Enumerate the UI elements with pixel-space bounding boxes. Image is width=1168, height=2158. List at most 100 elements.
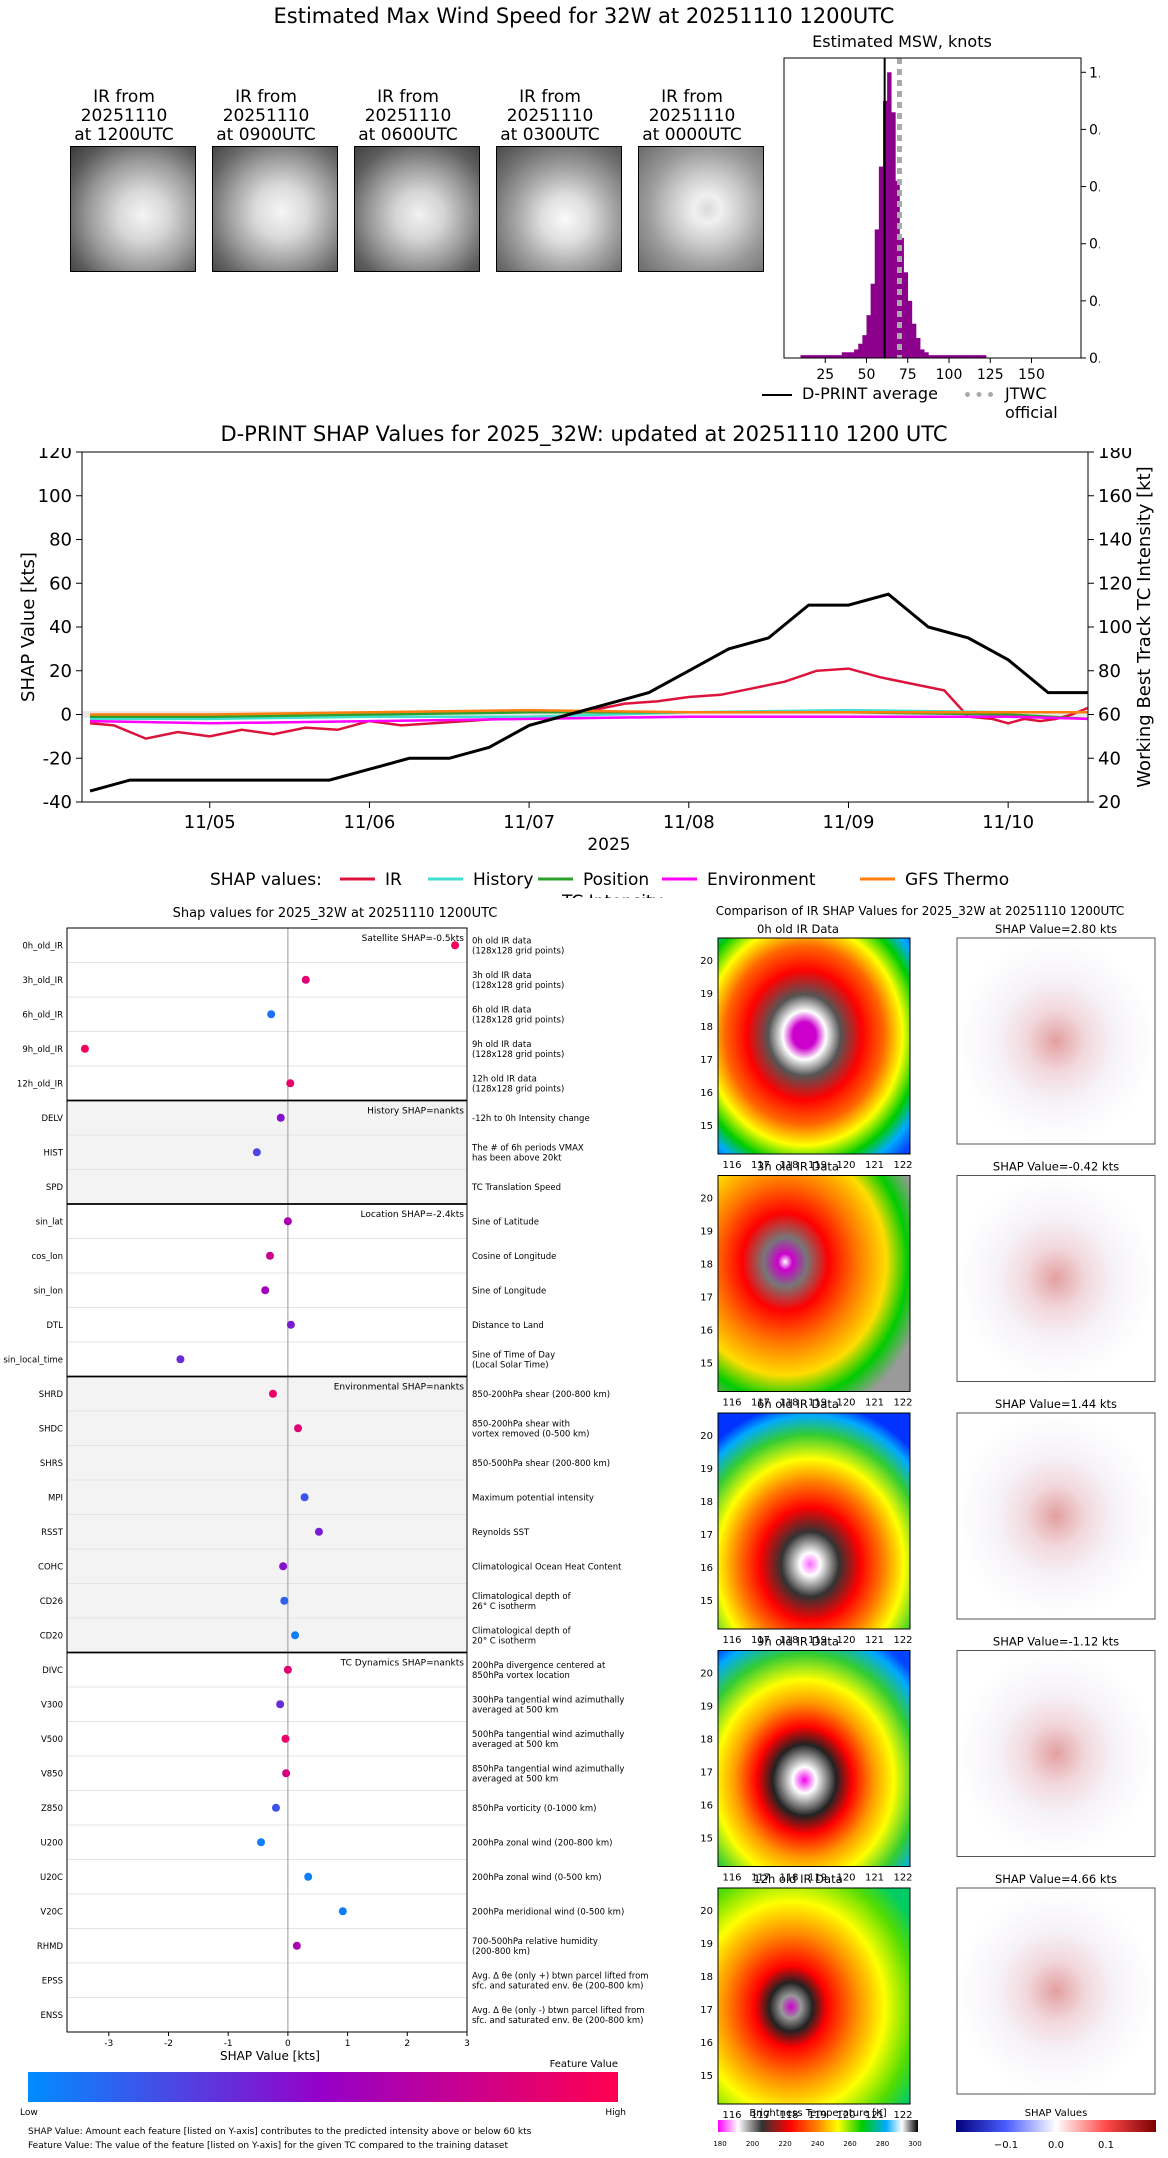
y-tick-label: 40 [49, 617, 72, 638]
legend-label: GFS Thermo [905, 870, 1009, 890]
feature-value-low: Low [20, 2108, 38, 2118]
lon-tick-label: 121 [865, 1635, 884, 1646]
x-tick-label: 11/08 [663, 812, 715, 833]
group-shade [67, 1100, 467, 1204]
y-tick-label: 0.0 [1089, 351, 1100, 367]
x-tick-label: 11/09 [823, 812, 875, 833]
feature-description: vortex removed (0-500 km) [472, 1429, 589, 1439]
shap-point-sin_lon [261, 1286, 270, 1295]
group-label: History SHAP=nankts [367, 1107, 464, 1117]
scatter-title: Shap values for 2025_32W at 20251110 120… [172, 906, 498, 921]
feature-description: TC Translation Speed [471, 1183, 561, 1193]
ir-panel-title: 9h old IR Data [757, 1635, 839, 1649]
histogram-bar [817, 355, 822, 358]
y2-tick-label: 60 [1098, 705, 1121, 726]
bt-tick-label: 200 [746, 2140, 759, 2148]
histogram-bar [858, 343, 863, 358]
bt-tick-label: 260 [843, 2140, 856, 2148]
histogram-bar [833, 355, 838, 358]
histogram-bar [977, 355, 983, 358]
lat-tick-label: 17 [700, 2005, 713, 2016]
feature-description: (128x128 grid points) [472, 1050, 564, 1060]
y-tick-label: 0.8 [1089, 122, 1100, 138]
histogram-legend: D-PRINT average JTWC official [760, 384, 1100, 422]
histogram-bar [821, 355, 826, 358]
jtwc-legend-label: JTWC official [1005, 384, 1058, 422]
feature-name: V500 [41, 1735, 63, 1745]
lat-tick-label: 19 [700, 989, 713, 1000]
shap-scatter: 0h_old_IR 0h old IR data(128x128 grid poi… [3, 927, 649, 2151]
histogram-bar [916, 338, 921, 358]
feature-name: U20C [40, 1873, 63, 1883]
x-tick-label: 11/05 [184, 812, 236, 833]
x-tick-label: 75 [899, 367, 917, 383]
lon-tick-label: 116 [722, 1160, 741, 1171]
feature-name: RHMD [37, 1942, 64, 1952]
feature-value-colorbar [28, 2072, 618, 2102]
lon-tick-label: 116 [722, 1398, 741, 1409]
feature-name: V300 [41, 1700, 63, 1710]
y-tick-label: 0 [61, 705, 72, 726]
histogram-bar [949, 355, 954, 358]
shap-point-hist [252, 1148, 261, 1157]
lat-tick-label: 15 [700, 1596, 713, 1607]
shap-panel-title: SHAP Value=-0.42 kts [993, 1160, 1119, 1174]
note-shap-value: SHAP Value: Amount each feature [listed … [28, 2127, 532, 2137]
x-axis-label: SHAP Value [kts] [220, 2049, 320, 2063]
histogram-bar [878, 166, 884, 358]
shap-point-divc [283, 1665, 292, 1674]
shap-point-6h_old_ir [267, 1010, 276, 1019]
ir-thumbnail-image [212, 146, 338, 272]
thumbnail-caption: IR from 20251110 at 1200UTC [54, 88, 194, 145]
y-tick-label: 100 [38, 486, 72, 507]
feature-description: (200-800 km) [472, 1947, 530, 1957]
feature-name: SPD [46, 1183, 64, 1193]
feature-name: V20C [40, 1907, 63, 1917]
ir-thumbnail-fill [71, 147, 195, 271]
histogram-bar [862, 335, 867, 358]
feature-name: V850 [41, 1769, 63, 1779]
feature-name: sin_lat [36, 1217, 64, 1227]
x-axis-label: 2025 [587, 835, 630, 855]
shap-point-9h_old_ir [80, 1044, 89, 1053]
feature-name: cos_lon [31, 1252, 63, 1262]
series-line-ir [89, 667, 1089, 740]
y-tick-label: 20 [49, 661, 72, 682]
lon-tick-label: 117 [751, 1873, 770, 1884]
feature-name: DIVC [42, 1666, 63, 1676]
feature-description: 0h old IR data [472, 936, 531, 946]
thumbnail-caption-line: IR from [93, 87, 155, 107]
feature-description: Maximum potential intensity [472, 1493, 594, 1503]
thumbnail-caption-line: IR from [377, 87, 439, 107]
feature-name: SHDC [39, 1424, 63, 1434]
feature-name: 6h_old_IR [22, 1010, 63, 1020]
feature-description: 850-200hPa shear with [472, 1419, 570, 1429]
lat-tick-label: 15 [700, 2071, 713, 2082]
lon-tick-label: 116 [722, 1635, 741, 1646]
bt-tick-label: 280 [876, 2140, 889, 2148]
feature-description: 850hPa vortex location [472, 1671, 570, 1681]
histogram-bar [965, 355, 970, 358]
feature-description: 3h old IR data [472, 971, 531, 981]
shap-point-u20c [304, 1872, 313, 1881]
ir-panel-image [717, 1887, 911, 2105]
feature-description: (Local Solar Time) [472, 1360, 549, 1370]
y-axis-label: SHAP Value [kts] [18, 552, 39, 702]
histogram-bar [957, 355, 962, 358]
lat-tick-label: 19 [700, 1702, 713, 1713]
shap-point-cohc [279, 1562, 288, 1571]
feature-description: 850-200hPa shear (200-800 km) [472, 1390, 610, 1400]
y-tick-label: 0.4 [1089, 237, 1100, 253]
shap-panel-title: SHAP Value=4.66 kts [995, 1872, 1117, 1886]
x-tick-label: 3 [464, 2039, 470, 2049]
feature-description: Climatological depth of [472, 1626, 572, 1636]
lon-tick-label: 119 [808, 1873, 827, 1884]
scatter-frame [66, 927, 468, 2033]
legend-label: Environment [707, 870, 816, 890]
legend-label: Position [583, 870, 649, 890]
bt-tick-label: 240 [811, 2140, 824, 2148]
ir-panel-image [717, 1412, 911, 1630]
feature-name: ENSS [40, 2011, 63, 2021]
ir-panel-image [717, 937, 911, 1155]
bt-tick-label: 180 [713, 2140, 726, 2148]
